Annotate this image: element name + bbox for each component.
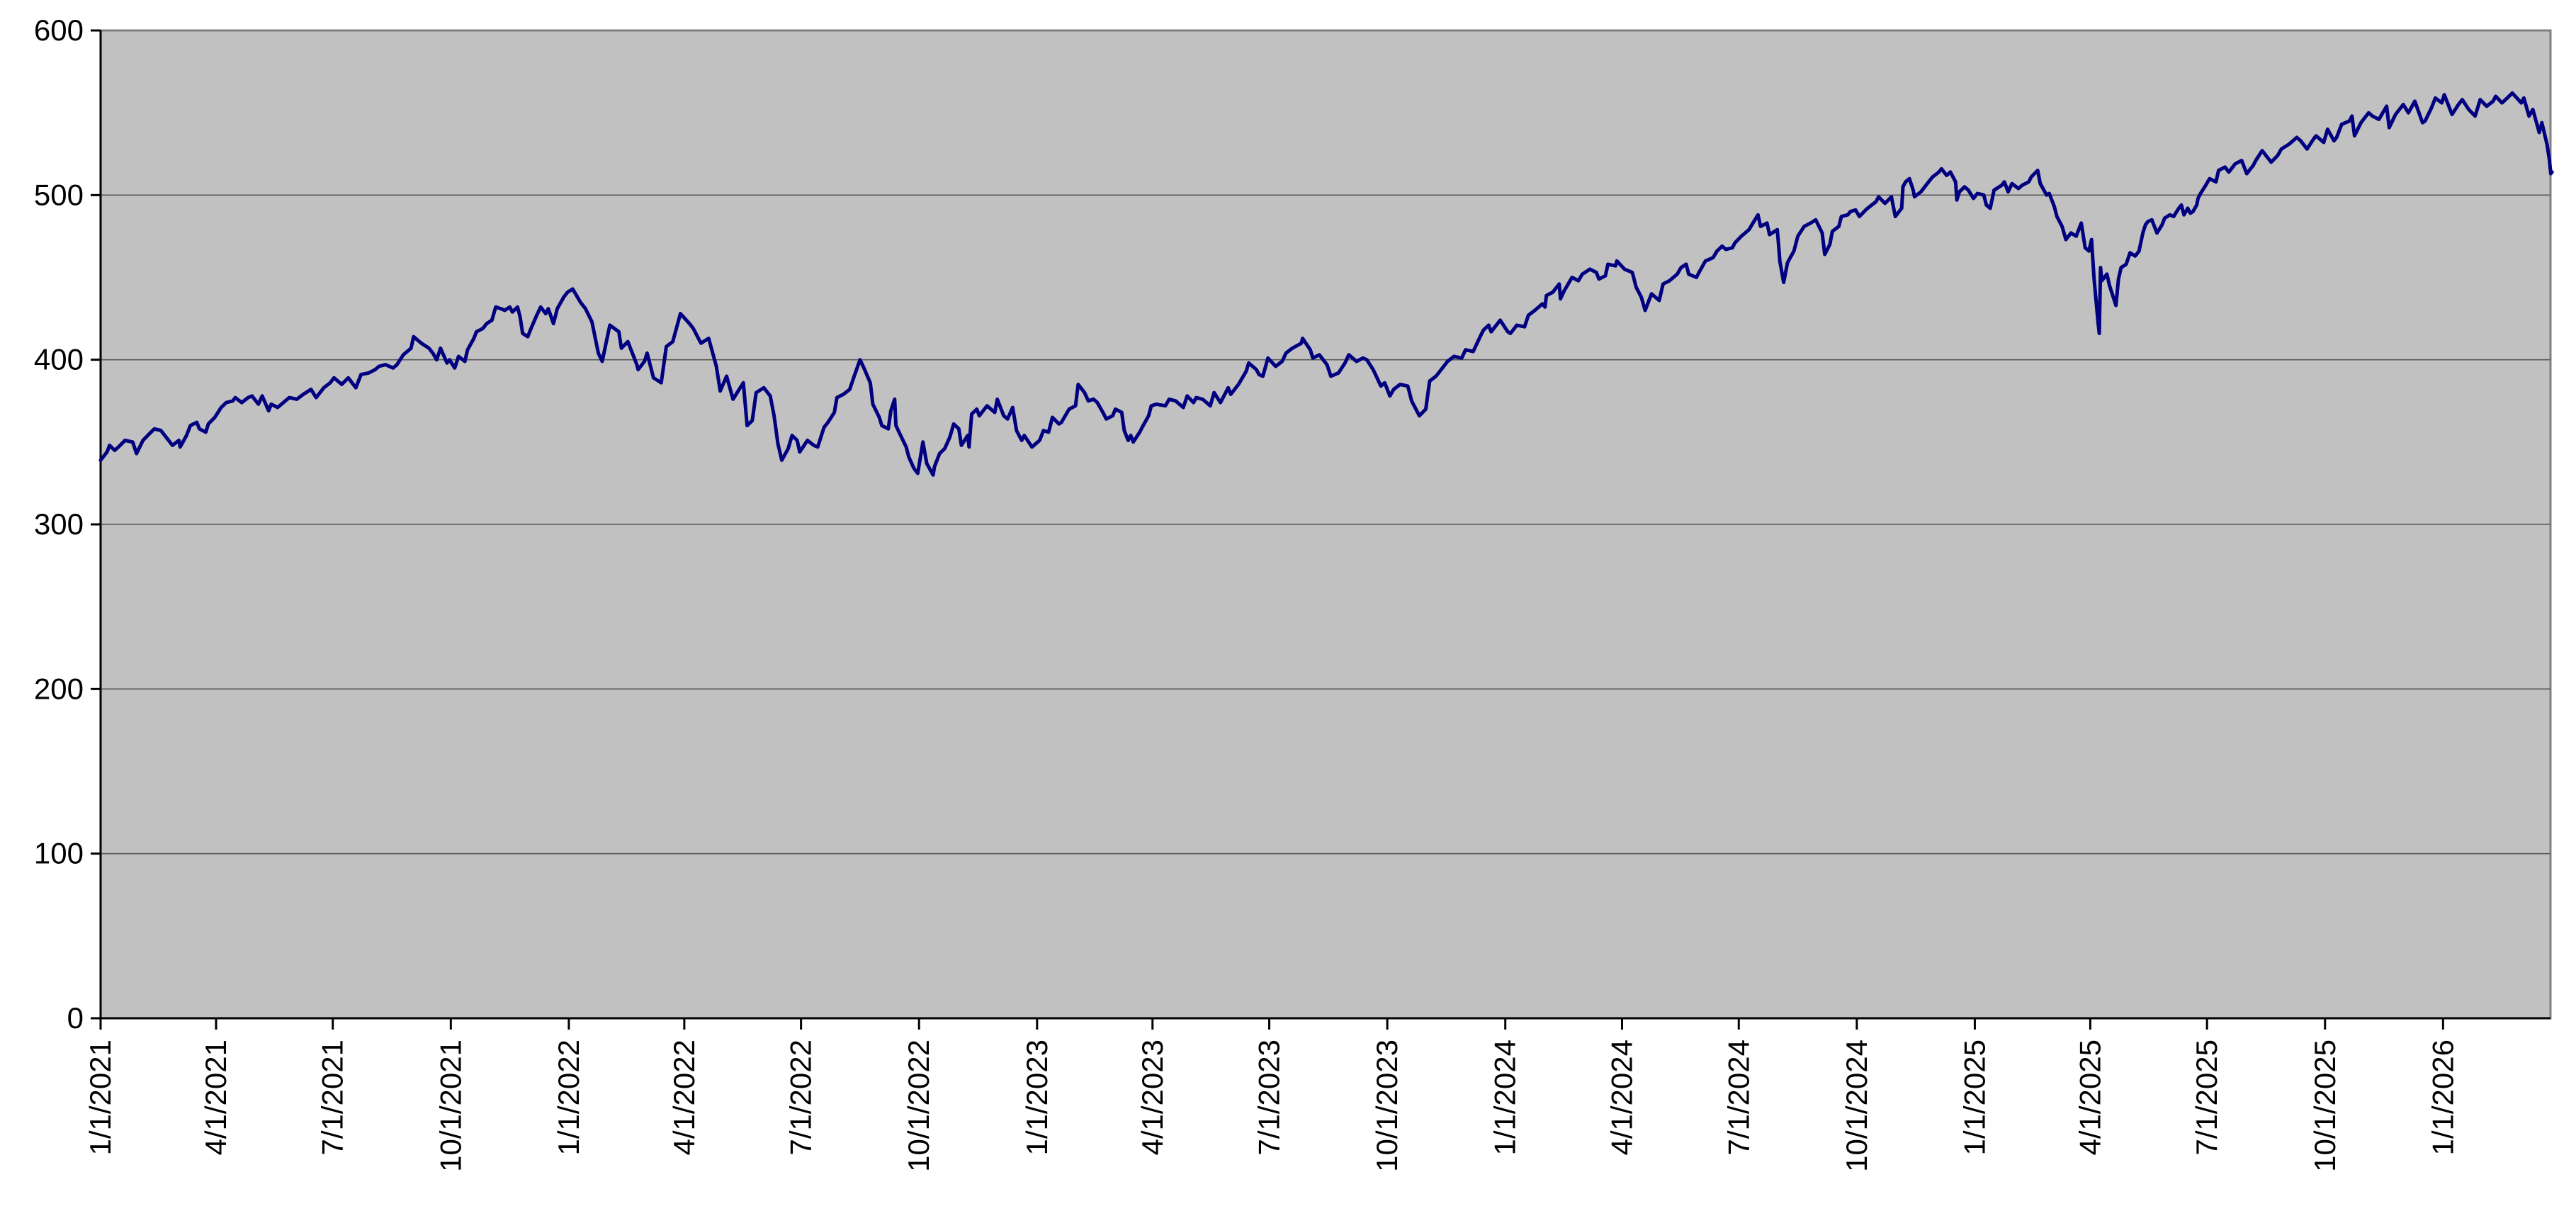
y-tick-label: 200 <box>34 672 84 705</box>
x-tick-label: 4/1/2023 <box>1136 1040 1169 1156</box>
x-tick-label: 10/1/2024 <box>1840 1040 1873 1172</box>
y-tick-label: 0 <box>67 1001 84 1035</box>
y-tick-label: 400 <box>34 343 84 376</box>
x-tick-label: 7/1/2022 <box>784 1040 818 1156</box>
x-tick-label: 1/1/2023 <box>1020 1040 1053 1156</box>
x-tick-label: 10/1/2021 <box>434 1040 467 1172</box>
x-tick-label: 7/1/2023 <box>1253 1040 1286 1156</box>
y-tick-label: 500 <box>34 178 84 211</box>
x-tick-label: 7/1/2021 <box>316 1040 349 1156</box>
x-tick-label: 1/1/2021 <box>84 1040 117 1156</box>
x-tick-label: 4/1/2025 <box>2073 1040 2106 1156</box>
x-tick-label: 1/1/2025 <box>1958 1040 1991 1156</box>
x-tick-label: 10/1/2023 <box>1370 1040 1403 1172</box>
x-tick-label: 1/1/2022 <box>552 1040 585 1156</box>
x-tick-label: 4/1/2021 <box>199 1040 232 1156</box>
x-tick-label: 4/1/2024 <box>1605 1040 1638 1156</box>
y-tick-label: 600 <box>34 13 84 47</box>
price-line <box>98 91 2554 477</box>
y-tick-label: 100 <box>34 837 84 870</box>
x-tick-label: 1/1/2026 <box>2426 1040 2459 1156</box>
x-tick-label: 1/1/2024 <box>1488 1040 1522 1156</box>
x-tick-label: 7/1/2024 <box>1722 1040 1755 1156</box>
x-tick-label: 4/1/2022 <box>667 1040 701 1156</box>
y-tick-label: 300 <box>34 507 84 541</box>
x-tick-label: 10/1/2022 <box>902 1040 935 1172</box>
x-tick-label: 7/1/2025 <box>2190 1040 2223 1156</box>
x-tick-label: 10/1/2025 <box>2308 1040 2341 1172</box>
